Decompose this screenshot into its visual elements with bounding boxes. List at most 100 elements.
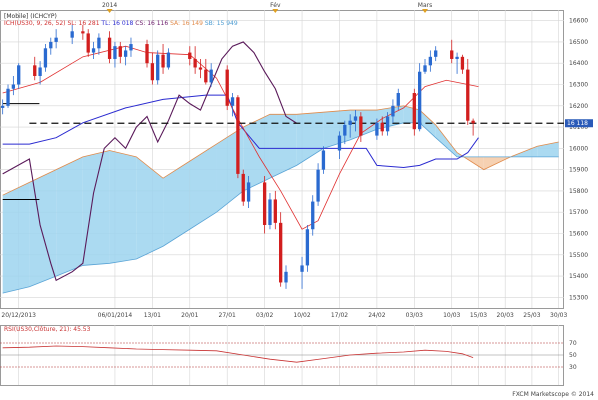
ichimoku-lines xyxy=(2,41,564,282)
rsi-panel: 70 50 30 xyxy=(0,340,577,371)
top-period-label: 2014 xyxy=(102,2,117,9)
x-tick-label: 03/02 xyxy=(256,312,273,319)
legend-entry: SA: 16 149 xyxy=(168,20,203,27)
x-tick-label: 17/02 xyxy=(331,312,348,319)
kumo-segment xyxy=(419,110,436,138)
candle-down xyxy=(262,182,267,225)
candle-down xyxy=(412,93,416,130)
x-tick-label: 15/03 xyxy=(470,312,487,319)
candle-up xyxy=(337,135,342,151)
y-tick-label: 15500 xyxy=(569,252,588,259)
candle-up xyxy=(375,122,379,136)
axis-labels: 15300 15400 15500 15600 15700 15800 15900 16000… xyxy=(1,2,593,319)
candle-up xyxy=(311,201,315,230)
candle-up xyxy=(434,50,438,57)
candle-down xyxy=(81,31,85,34)
candle-up xyxy=(268,199,272,225)
y-tick-label: 15400 xyxy=(569,273,588,280)
candle-up xyxy=(343,124,347,136)
y-tick-label: 16200 xyxy=(569,103,588,110)
x-tick-label: 27/01 xyxy=(219,312,236,319)
legend-entry: TL: 16 018 xyxy=(100,20,134,27)
x-tick-label: 06/01/2014 xyxy=(98,312,133,319)
candles xyxy=(1,24,475,289)
kumo-segment xyxy=(296,112,324,166)
y-tick-label: 16000 xyxy=(569,145,588,152)
x-tick-label: 03/03 xyxy=(406,312,423,319)
candle-down xyxy=(150,63,155,81)
y-tick-label: 15300 xyxy=(569,294,588,301)
candle-up xyxy=(423,65,427,72)
candle-up xyxy=(246,182,251,202)
candle-down xyxy=(241,173,245,202)
candle-down xyxy=(460,56,465,70)
x-tick-label: 30/03 xyxy=(550,312,567,319)
candle-up xyxy=(129,44,133,51)
candle-up xyxy=(43,48,48,68)
legend-entry: CS: 16 116 xyxy=(133,20,168,27)
candle-up xyxy=(396,93,400,106)
candle-down xyxy=(225,69,229,106)
candle-up xyxy=(11,84,16,89)
legend-title: [Mobile] (ICHCYP) xyxy=(4,13,57,20)
kumo-segment xyxy=(189,144,217,230)
footer-copyright: FXCM Marketscope © 2014 xyxy=(512,391,594,398)
x-tick-label: 20/12/2013 xyxy=(1,312,36,319)
kumo-segment xyxy=(56,156,83,277)
candle-up xyxy=(316,169,320,202)
kumo-segment xyxy=(323,110,351,149)
y-tick-label: 16600 xyxy=(569,18,588,25)
y-tick-label: 16100 xyxy=(569,124,588,131)
kumo-segment xyxy=(163,161,190,247)
last-price-label: 16 118 xyxy=(567,120,588,127)
candle-up xyxy=(17,65,21,85)
y-tick-label: 15800 xyxy=(569,188,588,195)
candle-up xyxy=(156,54,160,81)
rsi-panel-frame xyxy=(0,325,564,386)
rsi-legend: RSI(US30,Clôture, 21): 45.53 xyxy=(4,326,91,333)
last-price-badge xyxy=(565,119,593,128)
candle-up xyxy=(209,69,213,83)
candle-up xyxy=(38,67,42,76)
candle-down xyxy=(118,46,122,57)
legend-entry: SB: 15 949 xyxy=(203,20,238,27)
candle-down xyxy=(359,116,363,136)
candle-up xyxy=(6,88,10,106)
candle-down xyxy=(380,122,384,132)
tenkan-line xyxy=(2,45,479,230)
period-marker xyxy=(106,9,113,13)
candle-down xyxy=(145,44,149,64)
candle-down xyxy=(188,52,192,59)
period-marker xyxy=(272,9,279,13)
candle-down xyxy=(471,120,475,124)
senkou-b-line xyxy=(2,122,559,294)
candle-up xyxy=(305,229,310,266)
candle-down xyxy=(279,222,283,283)
candle-down xyxy=(161,54,165,68)
y-tick-label: 16400 xyxy=(569,60,588,67)
top-period-label: Fév xyxy=(270,2,281,9)
rsi-level-label: 50 xyxy=(569,352,577,359)
candle-down xyxy=(86,33,90,53)
candle-up xyxy=(230,97,235,106)
y-tick-label: 15700 xyxy=(569,209,588,216)
candle-up xyxy=(284,271,288,283)
candle-up xyxy=(97,37,101,49)
top-period-label: Mars xyxy=(418,2,432,9)
grid-layer xyxy=(0,10,564,385)
candle-up xyxy=(1,105,5,108)
candle-up xyxy=(353,116,358,121)
kumo-segment xyxy=(537,141,559,157)
x-tick-label: 13/01 xyxy=(144,312,161,319)
candle-up xyxy=(166,52,171,68)
candle-up xyxy=(91,48,96,53)
y-tick-label: 16500 xyxy=(569,39,588,46)
kumo-segment xyxy=(2,182,30,294)
y-tick-label: 15600 xyxy=(569,231,588,238)
legend-entries: ICH(US30, 9, 26, 52) SL: 16 281 TL: 16 0… xyxy=(4,20,238,27)
legend-entry: ICH(US30, 9, 26, 52) xyxy=(4,20,66,27)
kumo-segment xyxy=(82,150,110,266)
main-panel-frame xyxy=(0,10,564,309)
candle-up xyxy=(300,265,304,272)
